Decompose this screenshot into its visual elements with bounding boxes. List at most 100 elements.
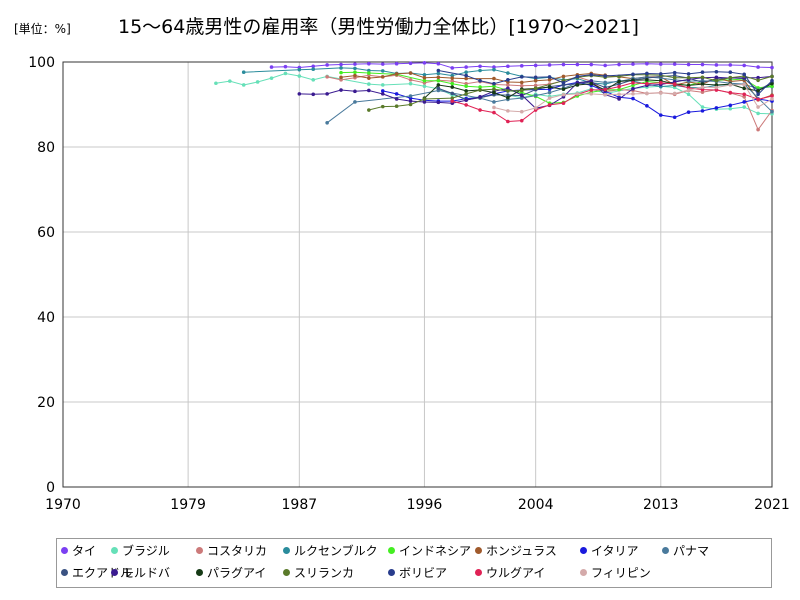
legend-label: パラグアイ	[207, 566, 267, 580]
plot-frame	[62, 61, 773, 488]
data-point	[728, 63, 733, 67]
data-point	[380, 83, 385, 87]
data-point	[478, 85, 482, 89]
data-point	[450, 96, 455, 100]
data-point	[756, 89, 760, 93]
data-point	[700, 70, 705, 74]
data-point	[700, 62, 705, 67]
data-point	[756, 111, 760, 116]
data-point	[658, 72, 663, 76]
y-tick-label: 40	[37, 310, 55, 326]
data-point	[436, 61, 441, 66]
data-point	[367, 82, 371, 86]
data-point	[394, 104, 399, 108]
data-point	[561, 81, 566, 85]
data-point	[492, 100, 496, 104]
data-point	[450, 81, 455, 86]
data-point	[728, 103, 733, 108]
data-point	[686, 62, 691, 67]
data-point	[547, 103, 552, 107]
legend-item: コスタリカ	[196, 542, 267, 559]
data-point	[617, 87, 621, 92]
legend-marker	[283, 547, 290, 554]
legend-marker	[111, 569, 118, 576]
data-point	[464, 89, 468, 93]
legend-item: ルクセンブルク	[283, 542, 378, 559]
data-point	[686, 83, 691, 88]
data-point	[506, 109, 510, 113]
data-point	[394, 72, 399, 76]
legend-marker	[388, 569, 395, 576]
y-tick-label: 20	[37, 395, 55, 411]
data-point	[353, 62, 357, 66]
data-point	[228, 79, 232, 83]
data-point	[506, 89, 510, 93]
legend-item: ブラジル	[111, 542, 170, 559]
legend-item: ホンジュラス	[475, 542, 557, 559]
data-point	[436, 86, 441, 91]
legend-item: ボリビア	[388, 564, 447, 581]
data-point	[561, 74, 566, 79]
data-point	[380, 69, 385, 73]
data-point	[631, 96, 635, 101]
data-point	[645, 103, 649, 108]
data-point	[631, 62, 635, 66]
data-point	[408, 78, 413, 82]
data-point	[770, 74, 774, 79]
data-point	[658, 62, 663, 66]
data-point	[547, 96, 552, 100]
data-point	[645, 81, 649, 86]
data-point	[589, 88, 594, 92]
data-point	[714, 88, 719, 92]
data-point	[408, 81, 413, 86]
series-line	[424, 79, 773, 99]
data-point	[561, 92, 566, 97]
data-point	[492, 65, 496, 69]
data-point	[506, 71, 510, 75]
data-point	[561, 87, 566, 91]
data-point	[603, 80, 607, 85]
data-point	[742, 72, 746, 77]
data-point	[519, 118, 524, 123]
data-point	[325, 120, 329, 125]
data-point	[561, 62, 566, 67]
legend-marker	[580, 547, 587, 554]
data-point	[311, 92, 316, 97]
data-point	[464, 65, 468, 69]
data-point	[297, 67, 302, 72]
data-point	[408, 99, 413, 103]
data-point	[380, 75, 385, 79]
data-point	[714, 106, 719, 110]
data-point	[422, 61, 427, 65]
data-point	[297, 74, 302, 78]
legend-item: スリランカ	[283, 564, 354, 581]
data-point	[325, 92, 329, 96]
legend-item: フィリピン	[580, 564, 651, 581]
data-point	[700, 87, 705, 92]
data-point	[658, 91, 663, 95]
unit-label: [単位：%]	[14, 22, 71, 36]
data-point	[728, 106, 733, 111]
data-point	[394, 97, 399, 101]
data-point	[742, 100, 746, 104]
data-point	[770, 81, 774, 86]
legend-marker	[61, 569, 68, 576]
data-point	[700, 105, 705, 109]
data-point	[464, 81, 468, 86]
x-tick-label: 1970	[45, 497, 81, 513]
data-point	[492, 110, 496, 115]
data-point	[367, 68, 371, 73]
data-point	[589, 92, 594, 96]
legend-label: イタリア	[591, 544, 639, 558]
data-point	[728, 75, 733, 80]
data-point	[367, 108, 371, 112]
legend-marker	[196, 547, 203, 554]
data-point	[380, 104, 385, 109]
data-point	[339, 75, 343, 80]
data-point	[339, 66, 343, 70]
data-point	[672, 70, 677, 75]
data-point	[436, 83, 441, 87]
data-point	[770, 78, 774, 83]
data-point	[325, 63, 329, 67]
data-point	[700, 85, 705, 89]
